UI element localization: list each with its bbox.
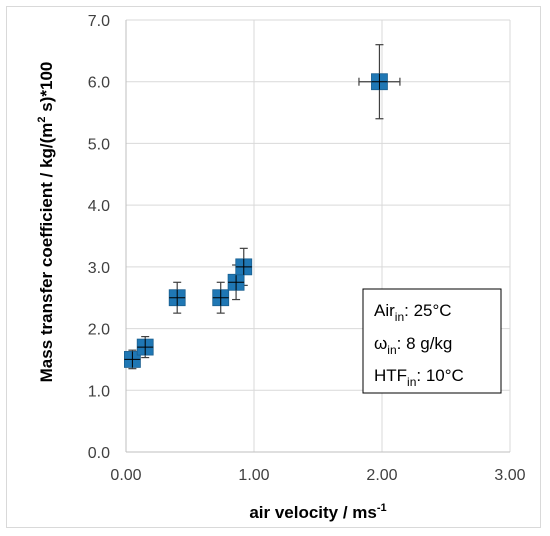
legend-omega-in: ωin: 8 g/kg xyxy=(374,334,452,357)
y-tick-label: 3.0 xyxy=(88,260,110,277)
legend-box: Airin: 25°C ωin: 8 g/kg HTFin: 10°C xyxy=(362,288,502,394)
y-tick-labels: 0.0 1.0 2.0 3.0 4.0 5.0 6.0 7.0 xyxy=(88,13,110,462)
x-tick-label: 2.00 xyxy=(366,467,397,484)
x-tick-label: 0.00 xyxy=(110,467,141,484)
legend-htf-in: HTFin: 10°C xyxy=(374,366,464,389)
y-tick-label: 1.0 xyxy=(88,383,110,400)
y-tick-label: 7.0 xyxy=(88,13,110,30)
y-tick-label: 5.0 xyxy=(88,136,110,153)
y-axis-title: Mass transfer coefficient / kg/(m2 s)*10… xyxy=(36,62,56,383)
y-tick-label: 0.0 xyxy=(88,445,110,462)
y-tick-label: 4.0 xyxy=(88,198,110,215)
x-axis-title: air velocity / ms-1 xyxy=(249,502,386,522)
x-tick-label: 1.00 xyxy=(238,467,269,484)
legend-air-in: Airin: 25°C xyxy=(374,301,452,324)
y-tick-label: 6.0 xyxy=(88,75,110,92)
y-tick-label: 2.0 xyxy=(88,322,110,339)
axes xyxy=(125,20,510,453)
x-tick-labels: 0.00 1.00 2.00 3.00 xyxy=(110,467,525,484)
x-tick-label: 3.00 xyxy=(494,467,525,484)
error-bars xyxy=(128,44,401,370)
data-points xyxy=(124,73,388,368)
